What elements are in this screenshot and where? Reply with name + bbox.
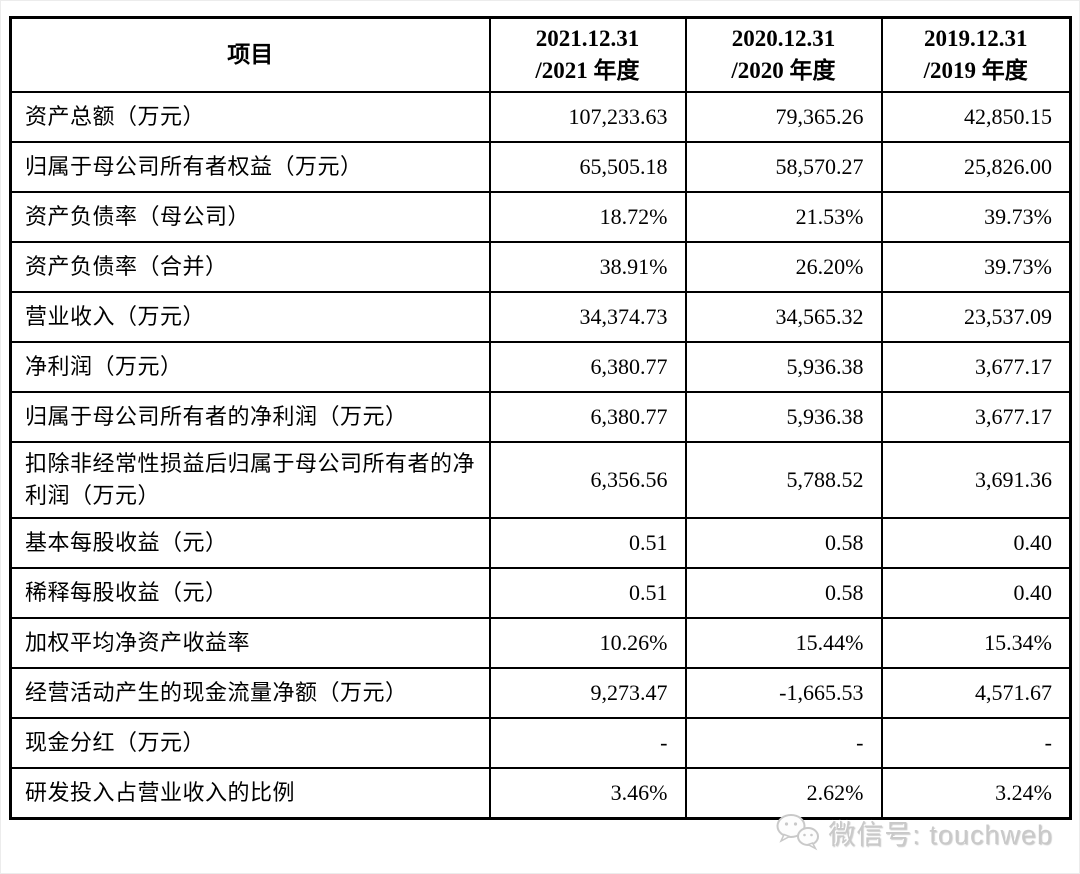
row-label: 现金分红（万元） <box>9 717 491 770</box>
table-row-total-assets: 资产总额（万元） 107,233.63 79,365.26 42,850.15 <box>9 91 1072 144</box>
header-period-2021: 2021.12.31 /2021 年度 <box>488 16 687 94</box>
cell-value: 3,677.17 <box>880 391 1072 444</box>
cell-value: 26.20% <box>684 241 883 294</box>
cell-value: 0.51 <box>488 517 687 570</box>
row-label: 扣除非经常性损益后归属于母公司所有者的净利润（万元） <box>9 441 491 520</box>
wechat-icon <box>775 813 821 851</box>
cell-value: 107,233.63 <box>488 91 687 144</box>
cell-value: 18.72% <box>488 191 687 244</box>
row-label: 加权平均净资产收益率 <box>9 617 491 670</box>
row-label: 归属于母公司所有者的净利润（万元） <box>9 391 491 444</box>
table-row-operating-cash-flow: 经营活动产生的现金流量净额（万元） 9,273.47 -1,665.53 4,5… <box>9 667 1072 720</box>
table-row-basic-eps: 基本每股收益（元） 0.51 0.58 0.40 <box>9 517 1072 570</box>
cell-value: 5,788.52 <box>684 441 883 520</box>
table-row-parent-net-profit: 归属于母公司所有者的净利润（万元） 6,380.77 5,936.38 3,67… <box>9 391 1072 444</box>
row-label: 资产负债率（合并） <box>9 241 491 294</box>
cell-value: 58,570.27 <box>684 141 883 194</box>
period-date: 2020.12.31 <box>731 26 836 51</box>
financial-summary-table: 项目 2021.12.31 /2021 年度 2020.12.31 /2020 … <box>9 16 1072 820</box>
cell-value: 0.40 <box>880 517 1072 570</box>
cell-value: - <box>488 717 687 770</box>
cell-value: 3.46% <box>488 767 687 820</box>
period-year: /2019 年度 <box>923 58 1028 84</box>
header-period-2019: 2019.12.31 /2019 年度 <box>880 16 1072 94</box>
row-label: 资产总额（万元） <box>9 91 491 144</box>
cell-value: 39.73% <box>880 191 1072 244</box>
table-header-row: 项目 2021.12.31 /2021 年度 2020.12.31 /2020 … <box>9 16 1072 94</box>
row-label: 净利润（万元） <box>9 341 491 394</box>
cell-value: 9,273.47 <box>488 667 687 720</box>
cell-value: 0.58 <box>684 517 883 570</box>
cell-value: 15.44% <box>684 617 883 670</box>
row-label: 研发投入占营业收入的比例 <box>9 767 491 820</box>
table-row-parent-equity: 归属于母公司所有者权益（万元） 65,505.18 58,570.27 25,8… <box>9 141 1072 194</box>
table-row-rd-ratio: 研发投入占营业收入的比例 3.46% 2.62% 3.24% <box>9 767 1072 820</box>
cell-value: 21.53% <box>684 191 883 244</box>
watermark-text: 微信号: touchweb <box>828 819 1053 850</box>
cell-value: 38.91% <box>488 241 687 294</box>
cell-value: 5,936.38 <box>684 341 883 394</box>
cell-value: 34,374.73 <box>488 291 687 344</box>
cell-value: - <box>684 717 883 770</box>
cell-value: 39.73% <box>880 241 1072 294</box>
table-row-revenue: 营业收入（万元） 34,374.73 34,565.32 23,537.09 <box>9 291 1072 344</box>
row-label: 稀释每股收益（元） <box>9 567 491 620</box>
cell-value: 15.34% <box>880 617 1072 670</box>
cell-value: 10.26% <box>488 617 687 670</box>
cell-value: 3,677.17 <box>880 341 1072 394</box>
row-label: 归属于母公司所有者权益（万元） <box>9 141 491 194</box>
cell-value: 0.51 <box>488 567 687 620</box>
table-row-debt-ratio-consolidated: 资产负债率（合并） 38.91% 26.20% 39.73% <box>9 241 1072 294</box>
cell-value: 0.40 <box>880 567 1072 620</box>
cell-value: 6,356.56 <box>488 441 687 520</box>
cell-value: 3.24% <box>880 767 1072 820</box>
table-row-deducted-net-profit: 扣除非经常性损益后归属于母公司所有者的净利润（万元） 6,356.56 5,78… <box>9 441 1072 520</box>
table-row-diluted-eps: 稀释每股收益（元） 0.51 0.58 0.40 <box>9 567 1072 620</box>
row-label: 营业收入（万元） <box>9 291 491 344</box>
cell-value: 4,571.67 <box>880 667 1072 720</box>
row-label: 基本每股收益（元） <box>9 517 491 570</box>
cell-value: - <box>880 717 1072 770</box>
row-label: 资产负债率（母公司） <box>9 191 491 244</box>
cell-value: 3,691.36 <box>880 441 1072 520</box>
header-item-column: 项目 <box>9 16 491 94</box>
period-date: 2019.12.31 <box>924 26 1028 51</box>
cell-value: 0.58 <box>684 567 883 620</box>
watermark: 微信号: touchweb <box>775 809 1053 855</box>
cell-value: 25,826.00 <box>880 141 1072 194</box>
table-row-debt-ratio-parent: 资产负债率（母公司） 18.72% 21.53% 39.73% <box>9 191 1072 244</box>
cell-value: 65,505.18 <box>488 141 687 194</box>
cell-value: 79,365.26 <box>684 91 883 144</box>
table-row-weighted-roe: 加权平均净资产收益率 10.26% 15.44% 15.34% <box>9 617 1072 670</box>
cell-value: 23,537.09 <box>880 291 1072 344</box>
cell-value: 2.62% <box>684 767 883 820</box>
period-date: 2021.12.31 <box>535 26 640 51</box>
cell-value: 34,565.32 <box>684 291 883 344</box>
period-year: /2020 年度 <box>731 58 836 84</box>
header-period-2020: 2020.12.31 /2020 年度 <box>684 16 883 94</box>
cell-value: 6,380.77 <box>488 391 687 444</box>
cell-value: 42,850.15 <box>880 91 1072 144</box>
period-year: /2021 年度 <box>535 58 640 84</box>
cell-value: -1,665.53 <box>684 667 883 720</box>
cell-value: 5,936.38 <box>684 391 883 444</box>
table-row-cash-dividend: 现金分红（万元） - - - <box>9 717 1072 770</box>
cell-value: 6,380.77 <box>488 341 687 394</box>
row-label: 经营活动产生的现金流量净额（万元） <box>9 667 491 720</box>
table-row-net-profit: 净利润（万元） 6,380.77 5,936.38 3,677.17 <box>9 341 1072 394</box>
